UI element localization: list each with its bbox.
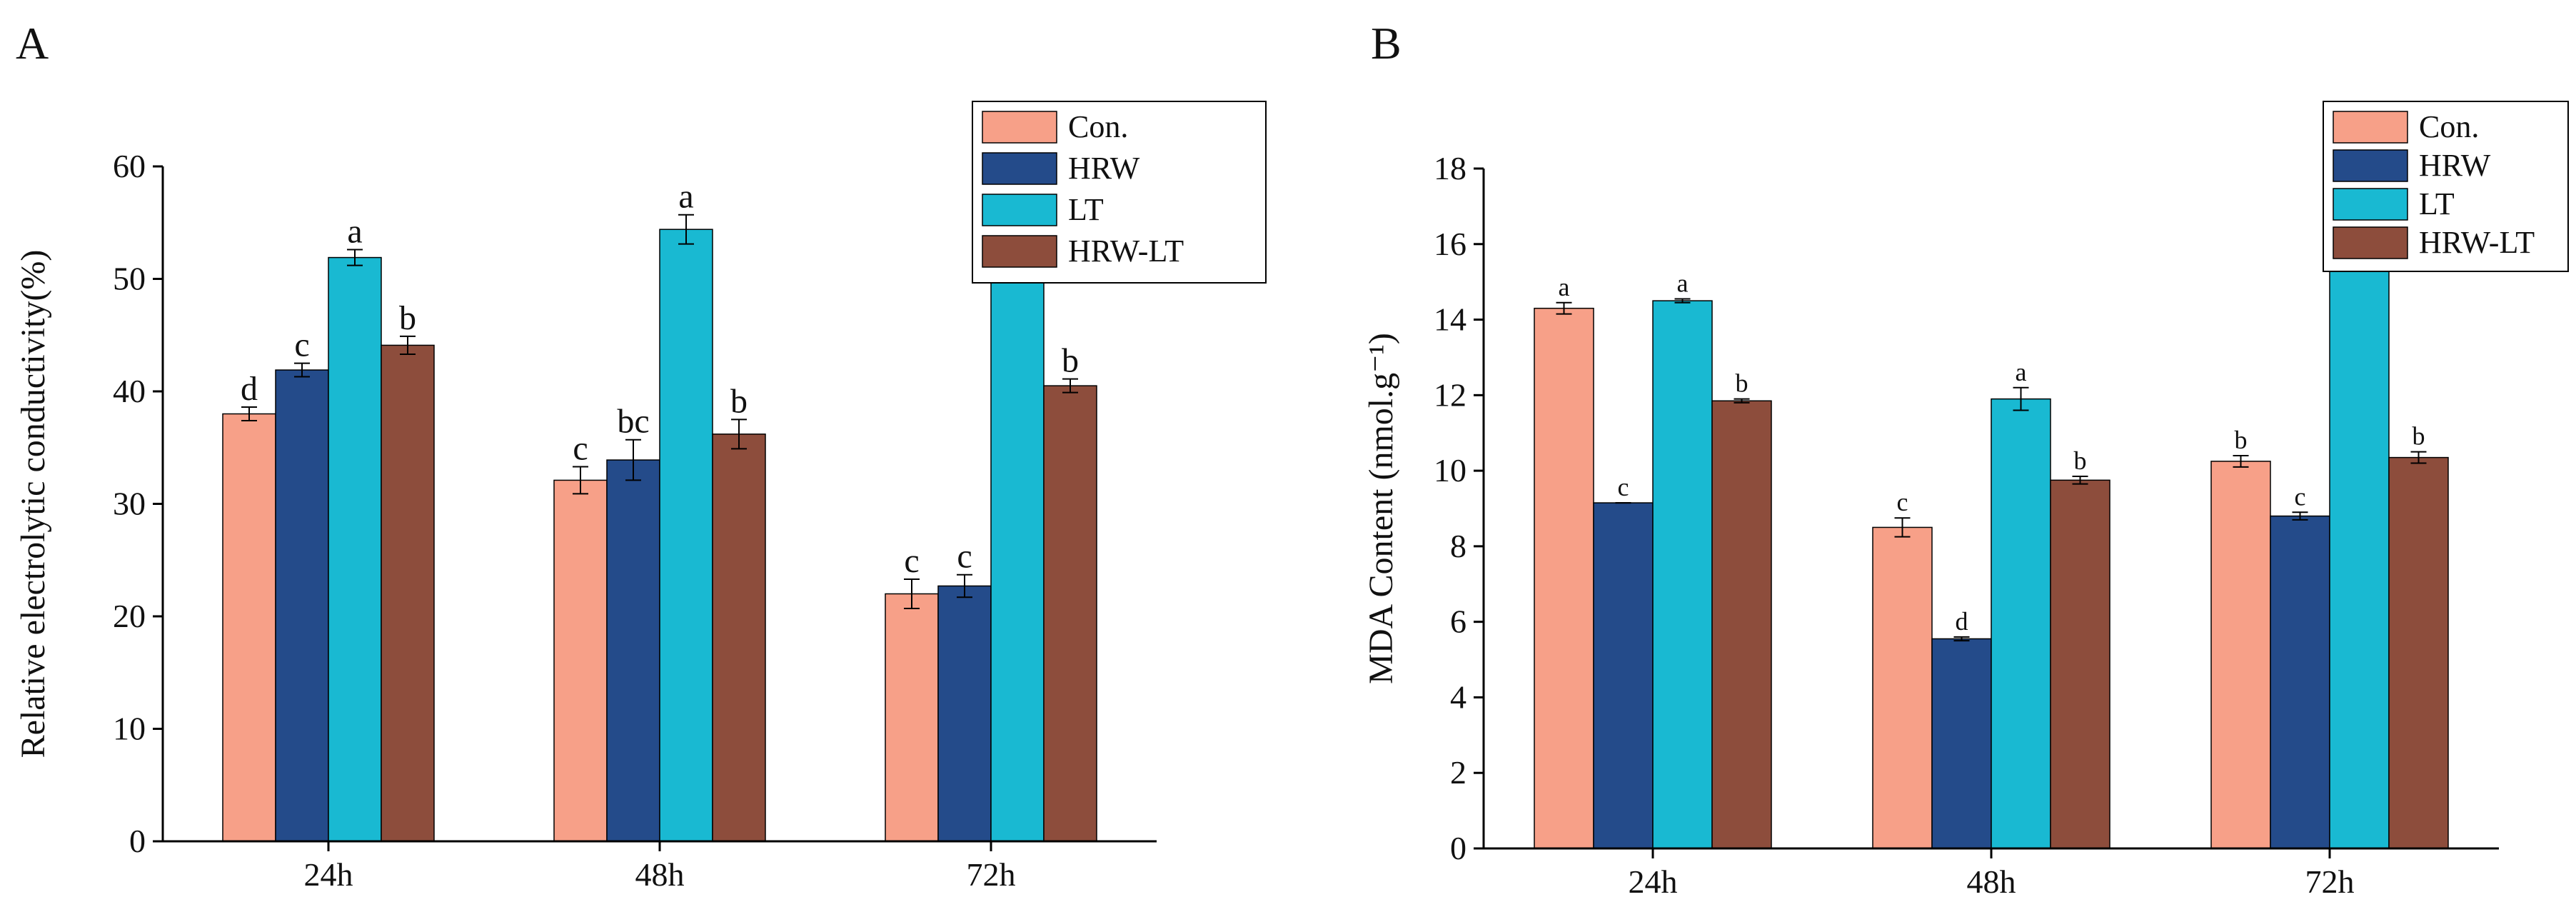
significance-label: a <box>1677 269 1689 297</box>
significance-label: a <box>678 178 693 216</box>
y-tick-label: 16 <box>1434 226 1466 262</box>
significance-label: b <box>1736 369 1749 398</box>
legend-swatch <box>982 111 1057 144</box>
bar <box>1043 385 1097 842</box>
x-tick-label: 24h <box>1629 863 1678 900</box>
significance-label: c <box>1897 488 1908 516</box>
bar <box>1593 502 1654 849</box>
bar <box>2210 461 2271 849</box>
y-tick-label: 6 <box>1450 603 1466 640</box>
significance-label: c <box>1618 473 1629 501</box>
bar <box>328 256 382 842</box>
legend-label: HRW-LT <box>1068 234 1184 269</box>
x-tick-label: 24h <box>304 856 353 893</box>
bar <box>553 479 608 842</box>
bar <box>606 459 660 842</box>
bar <box>712 434 766 842</box>
legend-label: HRW-LT <box>2419 225 2535 260</box>
legend-swatch <box>2333 111 2408 144</box>
bar <box>1534 307 1594 849</box>
significance-label: c <box>904 542 919 580</box>
bar <box>990 217 1045 842</box>
x-tick-label: 72h <box>967 856 1016 893</box>
legend-label: Con. <box>2419 109 2479 144</box>
x-tick-label: 48h <box>635 856 685 893</box>
bar <box>1652 300 1713 849</box>
significance-label: d <box>241 370 258 408</box>
panel-letter: B <box>1371 18 1402 69</box>
y-tick-label: 4 <box>1450 678 1466 715</box>
y-tick-label: 0 <box>1450 830 1466 866</box>
y-tick-label: 10 <box>113 711 146 747</box>
significance-label: a <box>1559 273 1570 301</box>
y-axis-title: Relative electrolytic conductivity(%) <box>14 250 52 758</box>
y-tick-label: 30 <box>113 486 146 522</box>
bar <box>1872 526 1933 849</box>
bar <box>275 369 329 842</box>
legend-label: LT <box>2419 186 2455 221</box>
x-tick-label: 72h <box>2305 863 2355 900</box>
y-tick-label: 40 <box>113 373 146 409</box>
bar <box>2329 266 2390 849</box>
y-tick-label: 2 <box>1450 754 1466 791</box>
y-tick-label: 50 <box>113 261 146 297</box>
y-tick-label: 12 <box>1434 376 1466 413</box>
bar <box>381 344 435 842</box>
panel-letter: A <box>16 18 49 69</box>
y-tick-label: 10 <box>1434 452 1466 488</box>
significance-label: a <box>2016 358 2027 386</box>
significance-label: c <box>2295 482 2306 511</box>
bar <box>2050 479 2110 849</box>
bar <box>937 585 992 842</box>
legend-swatch <box>982 152 1057 185</box>
bar <box>1931 638 1992 849</box>
significance-label: b <box>399 299 416 337</box>
y-tick-label: 18 <box>1434 150 1466 186</box>
y-tick-label: 0 <box>129 823 146 859</box>
significance-label: bc <box>617 403 649 441</box>
panel-a: Adcccbccaaabbb010203040506024h48h72hRela… <box>14 18 1267 893</box>
significance-label: b <box>2413 422 2425 451</box>
significance-label: b <box>2235 426 2248 454</box>
bar <box>1991 398 2051 849</box>
y-tick-label: 60 <box>113 148 146 184</box>
y-tick-label: 20 <box>113 598 146 634</box>
significance-label: a <box>347 213 362 251</box>
bar <box>1711 400 1772 849</box>
significance-label: c <box>957 538 972 576</box>
legend-label: HRW <box>1068 151 1140 186</box>
y-tick-label: 14 <box>1434 301 1466 338</box>
legend-label: LT <box>1068 192 1104 227</box>
significance-label: c <box>573 430 588 468</box>
significance-label: b <box>2074 446 2087 475</box>
significance-label: b <box>1062 342 1079 380</box>
bar <box>222 413 276 842</box>
bar <box>659 229 713 842</box>
legend-swatch <box>2333 149 2408 182</box>
legend-label: HRW <box>2419 148 2491 183</box>
legend-swatch <box>2333 188 2408 221</box>
legend-swatch <box>982 235 1057 268</box>
significance-label: c <box>294 326 309 364</box>
legend-swatch <box>2333 226 2408 259</box>
bar <box>2388 456 2449 849</box>
significance-label: d <box>1956 607 1968 636</box>
bar <box>2270 515 2330 849</box>
x-tick-label: 48h <box>1967 863 2016 900</box>
bar <box>885 593 939 842</box>
panel-b: Bacbcdcaaabbb02468101214161824h48h72hMDA… <box>1362 18 2569 900</box>
significance-label: b <box>730 382 748 420</box>
legend-label: Con. <box>1068 109 1128 144</box>
y-axis-title: MDA Content (nmol.g⁻¹) <box>1362 333 1400 684</box>
legend-swatch <box>982 194 1057 226</box>
y-tick-label: 8 <box>1450 528 1466 564</box>
